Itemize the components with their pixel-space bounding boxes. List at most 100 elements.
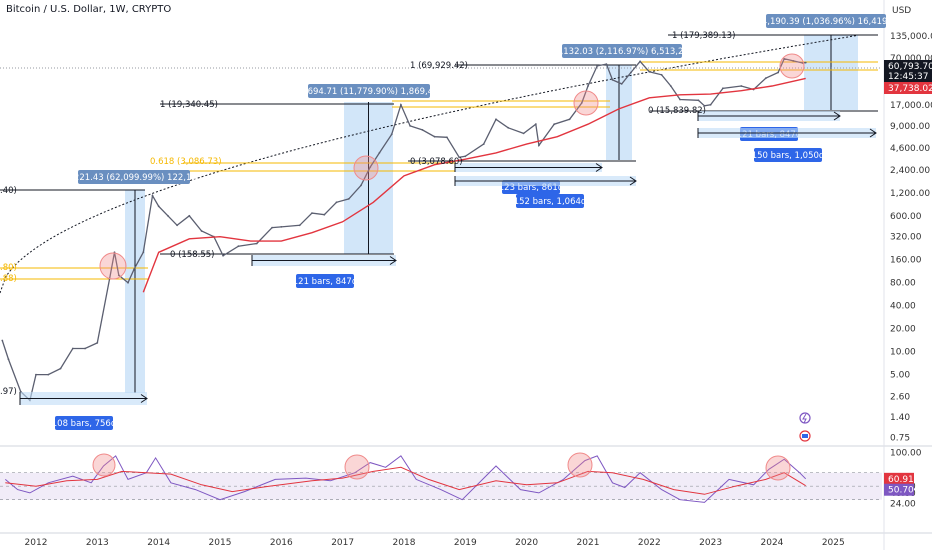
price-point [660,73,663,76]
price-point [522,132,525,135]
price-point [709,103,712,106]
price-point [84,347,86,350]
price-point [783,57,786,60]
price-tag-label: 60,793.70 [888,62,932,72]
duration-arrowhead [389,256,397,265]
price-point [804,61,807,64]
duration-label-box [296,274,354,288]
price-tag [884,60,932,82]
price-point [369,166,372,169]
time-tick-label: 2012 [25,538,48,548]
price-point [255,242,258,245]
axes: USD135,000.0070,000.0035,000.0017,000.00… [25,6,932,548]
price-point [222,254,225,257]
time-tick-label: 2015 [209,538,232,548]
price-point [605,63,608,65]
price-point [740,85,743,87]
price-point [271,226,273,229]
cycle-ranges [125,35,858,393]
measure-label: 65,132.03 (2,116.97%) 6,513,203 [550,47,694,57]
price-tick-label: 1.40 [890,413,910,423]
time-tick-label: 2023 [699,538,722,548]
time-tick-label: 2022 [638,538,661,548]
time-tick-label: 2017 [331,538,354,548]
price-point [335,201,338,204]
duration-label: 108 bars, 756d [52,419,116,429]
price-point [648,70,651,73]
rsi-tick-label: 100.00 [890,449,922,459]
price-tick-label: 320.00 [890,233,922,243]
price-tick-label: 160.00 [890,256,922,266]
price-point [409,125,411,127]
price-point [378,152,381,154]
price-point [59,367,62,370]
price-point [188,214,191,217]
price-point [400,103,402,106]
price-point [669,85,672,87]
price-point [792,60,795,62]
price-point [777,71,779,74]
duration-arrowhead [833,111,841,121]
rsi-tag-label: 50.70 [888,486,914,496]
time-tick-label: 2013 [86,538,109,548]
level-label: .88) [0,274,17,284]
price-tick-label: 80.00 [890,279,916,289]
level-label: 0 (158.55) [170,250,214,260]
price-point [200,230,203,232]
time-tick-label: 2014 [147,538,170,548]
rsi-tick-label: 24.00 [890,500,916,510]
price-point [433,135,436,138]
measure-label-box [308,84,430,98]
price-point [323,213,326,216]
price-point [580,102,583,104]
price-point [553,123,556,126]
duration-arrowhead [595,163,603,172]
duration-arrowhead [869,128,877,138]
symbol-name: Bitcoin / U.S. Dollar [6,4,103,15]
price-tick-label: 10.00 [890,348,916,358]
level-label: 1 (19,340.45) [160,100,218,110]
price-tick-label: 600.00 [890,212,922,222]
price-point [679,98,681,101]
price-tick-label: 4,600.00 [890,144,930,154]
price-tick-label: 2,400.00 [890,166,930,176]
price-point [280,226,283,228]
price-tick-label: 5.00 [890,371,910,381]
price-point [133,268,136,271]
measure-label-box [78,170,190,184]
price-point [568,118,571,121]
price-point [482,143,485,146]
level-label: 0 (3,078.60) [410,157,463,167]
price-point [722,87,724,90]
duration-arrowhead [629,176,637,186]
level-label: 0 (15,839.82) [648,106,706,116]
measure-label-box [766,14,886,28]
price-point [534,123,537,126]
price-tick-label: 0.75 [890,434,910,444]
price-tick-label: 70,000.00 [890,54,932,64]
price-tick-label: 135,000.00 [890,32,932,42]
price-tag [884,82,932,94]
price-point [703,104,706,107]
duration-label: 123 bars, 861d [499,183,563,193]
cycle-circle [99,252,127,280]
price-point [697,99,700,102]
price-point [167,214,169,217]
price-point [237,245,240,248]
rsi-cycle-circle [765,455,791,481]
rsi-cycle-circle [92,453,116,477]
price-point [47,373,50,376]
price-point [390,133,393,136]
price-point [764,77,767,80]
price-tick-label: 40.00 [890,302,916,312]
rsi-cycle-circle [344,454,370,480]
price-tick-label: 2.60 [890,392,910,402]
price-point [1,339,4,342]
price-point [151,194,154,197]
chart-title: Bitcoin / U.S. Dollar, 1W, CRYPTO [6,4,172,15]
duration-arrowhead [140,394,148,403]
price-point [127,281,129,284]
duration-label: 152 bars, 1,064d [514,197,587,207]
